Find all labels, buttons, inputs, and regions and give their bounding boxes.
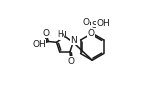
Text: S: S [91,21,97,30]
Text: H: H [57,30,63,39]
Text: O: O [43,29,50,38]
Text: O: O [88,29,95,39]
Text: O: O [82,18,89,27]
Text: OH: OH [32,40,46,49]
Text: N: N [71,36,77,45]
Text: O: O [67,57,74,65]
Text: N: N [59,31,66,40]
Text: OH: OH [97,19,111,28]
